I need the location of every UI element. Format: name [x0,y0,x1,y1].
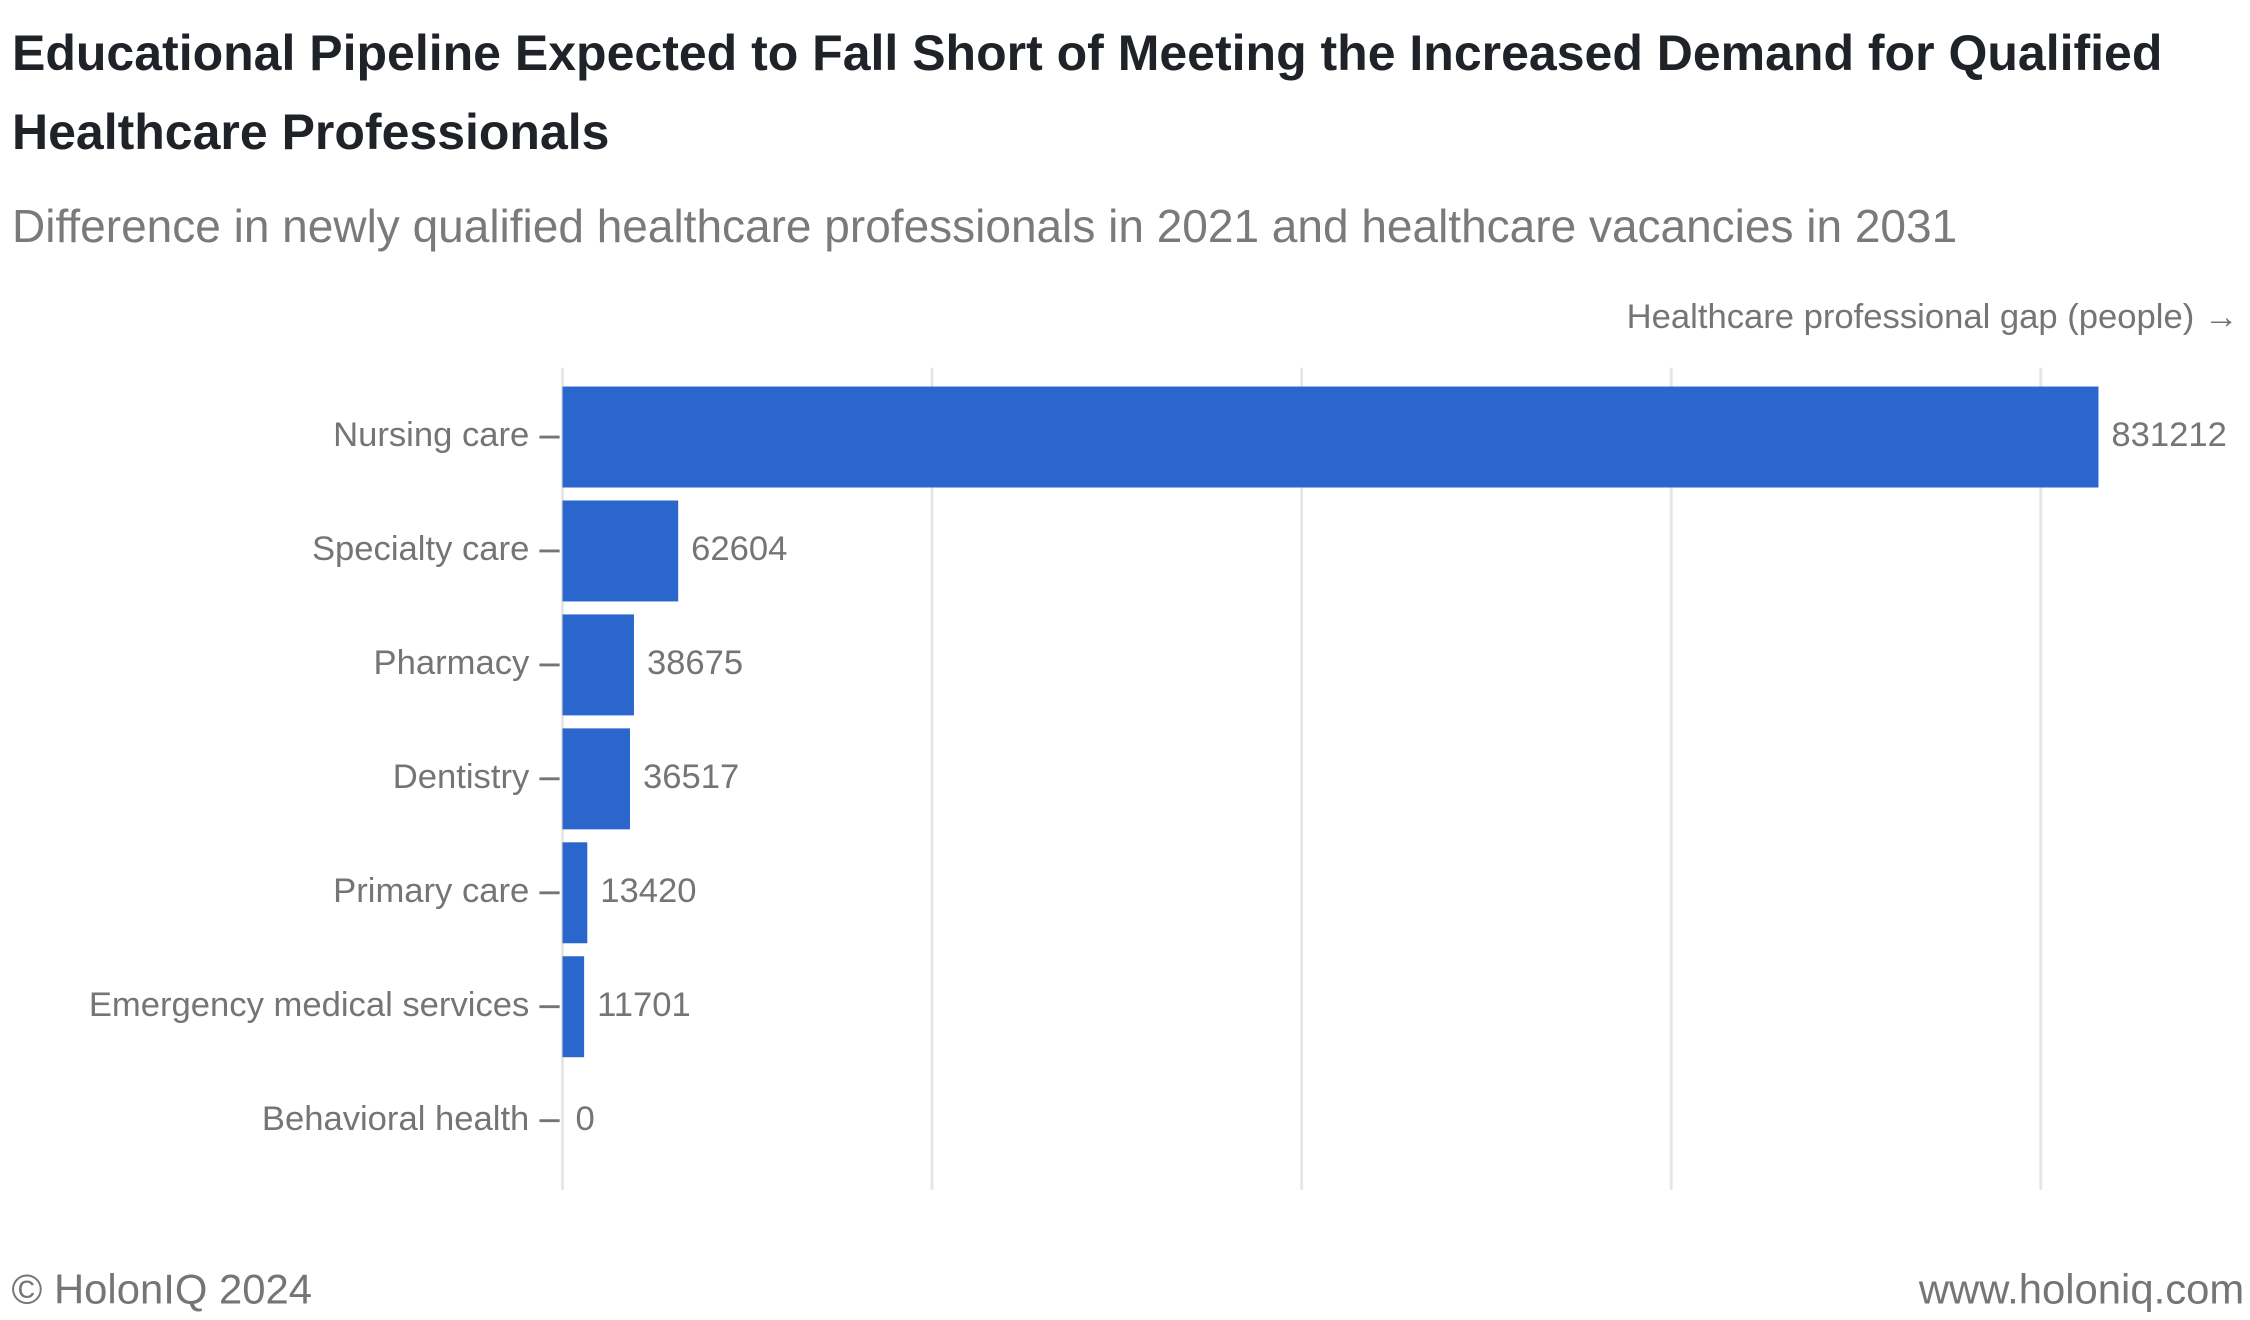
chart-title: Educational Pipeline Expected to Fall Sh… [12,25,2163,160]
chart-subtitle: Difference in newly qualified healthcare… [12,200,1958,252]
bar [562,728,630,830]
value-label: 36517 [643,758,739,796]
value-label: 13420 [600,872,696,910]
bar [562,500,679,602]
y-tick-label: Nursing care [333,416,529,454]
value-label: 38675 [647,644,743,682]
y-tick-label: Primary care [333,872,529,910]
footer-left: © HolonIQ 2024 [12,1265,312,1312]
y-tick-label: Dentistry [393,758,530,796]
y-tick-label: Specialty care [312,530,529,568]
bar [562,956,585,1058]
bar [562,842,588,944]
value-label: 62604 [691,530,787,568]
value-label: 11701 [597,986,691,1024]
value-label: 0 [575,1100,594,1138]
footer-right: www.holoniq.com [1918,1265,2244,1312]
value-label: 831212 [2111,416,2227,454]
x-axis-label: Healthcare professional gap (people) → [1627,298,2239,336]
bar [562,386,2099,488]
y-tick-label: Emergency medical services [89,986,529,1024]
y-tick-label: Behavioral health [262,1100,529,1138]
bar [562,614,634,716]
y-tick-label: Pharmacy [374,644,530,682]
